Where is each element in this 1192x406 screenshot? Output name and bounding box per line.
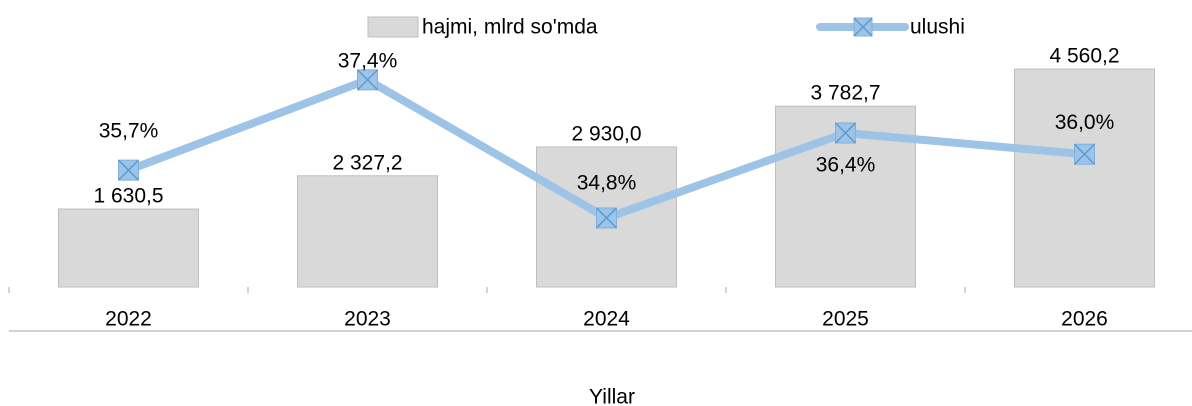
- marker-x: [595, 207, 618, 229]
- data-label: 36,4%: [816, 154, 876, 177]
- legend-marker-x: [853, 17, 873, 37]
- x-tick-label: 2023: [344, 308, 391, 331]
- bar: [1014, 68, 1155, 288]
- legend-label: ulushi: [910, 16, 965, 39]
- data-label: 37,4%: [338, 49, 398, 72]
- x-tick-label: 2022: [105, 308, 152, 331]
- marker-x: [1073, 143, 1096, 165]
- data-label: 35,7%: [99, 120, 159, 143]
- bar: [58, 208, 199, 288]
- data-label: 2 327,2: [332, 151, 402, 174]
- x-axis-title: Yillar: [589, 386, 635, 406]
- marker-x: [117, 159, 140, 181]
- marker-x: [834, 122, 857, 144]
- data-label: 2 930,0: [571, 122, 641, 145]
- legend-swatch: [367, 16, 419, 38]
- bar: [297, 175, 438, 288]
- marker-x: [356, 69, 379, 91]
- data-label: 3 782,7: [810, 82, 880, 105]
- x-tick-label: 2024: [583, 308, 630, 331]
- legend-label: hajmi, mlrd so'mda: [422, 16, 598, 39]
- x-tick-label: 2026: [1061, 308, 1108, 331]
- data-label: 36,0%: [1055, 111, 1115, 134]
- data-label: 4 560,2: [1049, 45, 1119, 68]
- data-label: 34,8%: [577, 172, 637, 195]
- data-label: 1 630,5: [93, 185, 163, 208]
- x-tick-label: 2025: [822, 308, 869, 331]
